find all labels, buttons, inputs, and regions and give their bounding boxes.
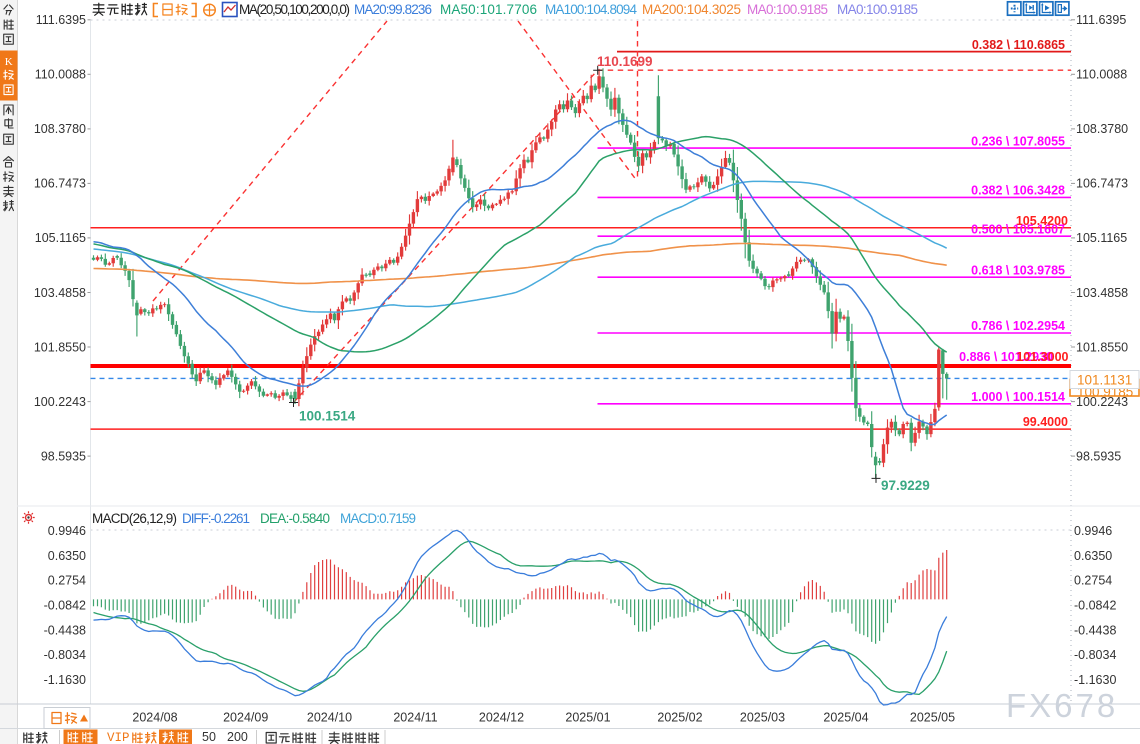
svg-text:2024/11: 2024/11 — [393, 711, 437, 725]
svg-text:99.4000: 99.4000 — [1023, 415, 1068, 429]
svg-text:98.5935: 98.5935 — [41, 449, 86, 463]
svg-text:2024/08: 2024/08 — [132, 711, 177, 725]
svg-text:103.4858: 103.4858 — [34, 286, 86, 300]
svg-text:FX678: FX678 — [1006, 687, 1118, 724]
svg-text:-1.1630: -1.1630 — [1074, 673, 1116, 687]
svg-text:2024/10: 2024/10 — [307, 711, 352, 725]
svg-text:100.2243: 100.2243 — [34, 395, 86, 409]
svg-text:105.1165: 105.1165 — [1076, 231, 1127, 245]
svg-text:110.0088: 110.0088 — [1076, 68, 1127, 82]
svg-text:2025/03: 2025/03 — [740, 711, 785, 725]
svg-text:108.3780: 108.3780 — [34, 122, 86, 136]
svg-text:MACD(26,12,9): MACD(26,12,9) — [92, 511, 177, 526]
svg-text:2025/04: 2025/04 — [823, 711, 868, 725]
svg-text:101.3000: 101.3000 — [1016, 350, 1068, 364]
svg-text:-1.1630: -1.1630 — [44, 673, 86, 687]
svg-text:106.7473: 106.7473 — [1076, 177, 1128, 191]
svg-text:110.0088: 110.0088 — [35, 68, 86, 82]
svg-text:105.4200: 105.4200 — [1016, 214, 1068, 228]
svg-text:101.8550: 101.8550 — [34, 340, 86, 354]
svg-text:0.786 \ 102.2954: 0.786 \ 102.2954 — [971, 319, 1065, 333]
svg-text:MA0:100.9185: MA0:100.9185 — [747, 2, 828, 17]
svg-text:2024/09: 2024/09 — [223, 711, 268, 725]
svg-text:DIFF:-0.2261: DIFF:-0.2261 — [182, 511, 250, 526]
svg-text:101.8550: 101.8550 — [1076, 340, 1128, 354]
svg-text:110.1699: 110.1699 — [597, 54, 653, 69]
svg-text:100.1514: 100.1514 — [299, 409, 356, 424]
svg-text:2025/02: 2025/02 — [657, 711, 702, 725]
svg-text:0.618 \ 103.9785: 0.618 \ 103.9785 — [971, 263, 1065, 277]
svg-text:0.886 \ 101.2930: 0.886 \ 101.2930 — [959, 350, 1053, 364]
svg-text:MACD:0.7159: MACD:0.7159 — [340, 511, 416, 526]
svg-text:-0.4438: -0.4438 — [1074, 623, 1116, 637]
svg-text:0.236 \ 107.8055: 0.236 \ 107.8055 — [971, 134, 1065, 148]
svg-text:MA50:101.7706: MA50:101.7706 — [440, 2, 537, 17]
svg-text:1.000 \ 100.1514: 1.000 \ 100.1514 — [971, 390, 1065, 404]
svg-text:MA(20,50,100,200,0,0): MA(20,50,100,200,0,0) — [239, 2, 350, 17]
svg-text:0.500 \ 105.1607: 0.500 \ 105.1607 — [971, 222, 1065, 236]
svg-text:-0.8034: -0.8034 — [44, 648, 86, 662]
svg-text:97.9229: 97.9229 — [881, 478, 930, 493]
svg-text:111.6395: 111.6395 — [36, 13, 86, 27]
svg-text:K: K — [5, 56, 13, 68]
svg-text:0.2754: 0.2754 — [1074, 574, 1112, 588]
svg-text:0.9946: 0.9946 — [48, 524, 86, 538]
svg-text:MA20:99.8236: MA20:99.8236 — [354, 2, 432, 17]
svg-text:-0.0842: -0.0842 — [1074, 599, 1116, 613]
svg-text:0.6350: 0.6350 — [48, 549, 86, 563]
svg-text:105.1165: 105.1165 — [35, 231, 86, 245]
svg-text:VIP: VIP — [107, 731, 130, 744]
svg-text:0.382 \ 106.3428: 0.382 \ 106.3428 — [971, 184, 1065, 198]
svg-text:DEA:-0.5840: DEA:-0.5840 — [260, 511, 330, 526]
svg-text:100.2243: 100.2243 — [1076, 395, 1128, 409]
svg-text:200: 200 — [227, 730, 248, 744]
svg-text:2025/05: 2025/05 — [910, 711, 955, 725]
svg-text:0.6350: 0.6350 — [1074, 549, 1112, 563]
svg-text:98.5935: 98.5935 — [1076, 449, 1121, 463]
svg-text:MA100:104.8094: MA100:104.8094 — [545, 2, 637, 17]
svg-text:-0.8034: -0.8034 — [1074, 648, 1116, 662]
svg-text:2024/12: 2024/12 — [479, 711, 524, 725]
svg-text:111.6395: 111.6395 — [1076, 13, 1126, 27]
svg-text:101.1131: 101.1131 — [1077, 373, 1132, 388]
svg-text:108.3780: 108.3780 — [1076, 122, 1128, 136]
svg-text:50: 50 — [202, 730, 216, 744]
svg-text:-0.4438: -0.4438 — [44, 623, 86, 637]
svg-text:0.2754: 0.2754 — [48, 574, 86, 588]
svg-text:MA0:100.9185: MA0:100.9185 — [837, 2, 918, 17]
svg-text:0.9946: 0.9946 — [1074, 524, 1112, 538]
svg-text:-0.0842: -0.0842 — [44, 599, 86, 613]
svg-text:103.4858: 103.4858 — [1076, 286, 1128, 300]
svg-text:MA200:104.3025: MA200:104.3025 — [642, 2, 741, 17]
svg-text:2025/01: 2025/01 — [565, 711, 610, 725]
svg-text:0.382 \ 110.6865: 0.382 \ 110.6865 — [972, 38, 1065, 52]
svg-text:106.7473: 106.7473 — [34, 177, 86, 191]
